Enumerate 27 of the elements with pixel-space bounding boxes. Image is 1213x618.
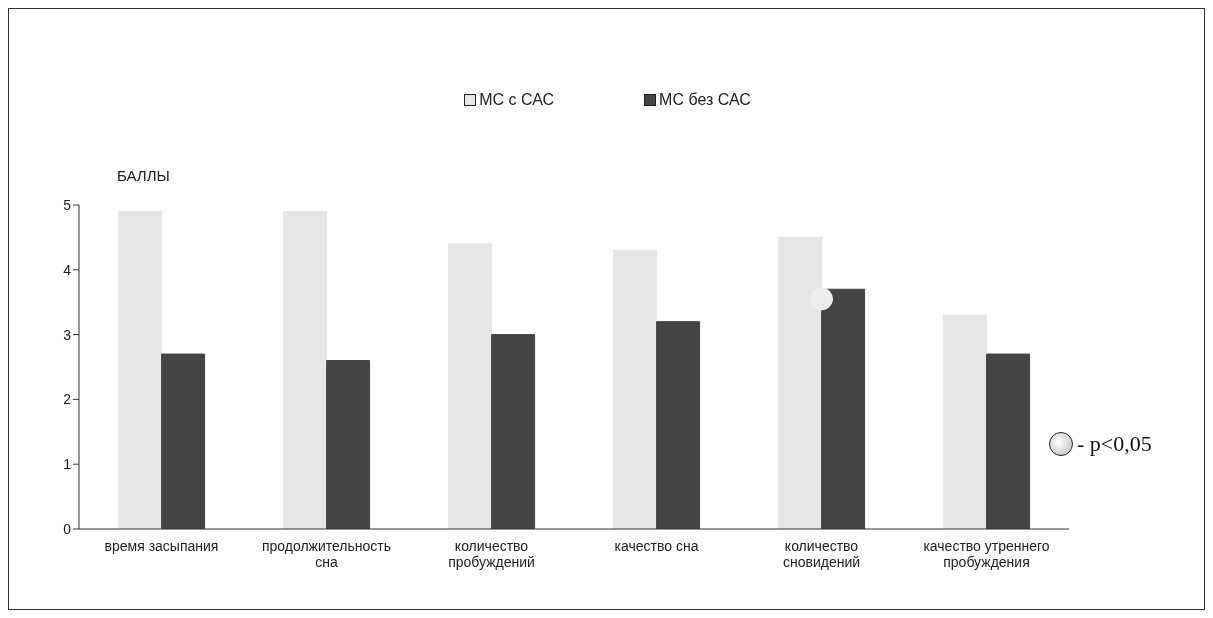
x-tick-label: количество сновидений xyxy=(782,538,861,570)
bar xyxy=(986,353,1031,529)
x-tick-label: количество пробуждений xyxy=(448,538,535,570)
y-tick-label: 2 xyxy=(63,391,72,408)
bar xyxy=(613,249,658,529)
x-tick-label: качество сна xyxy=(614,538,699,554)
y-tick-label: 4 xyxy=(63,261,72,278)
bar xyxy=(118,210,163,529)
y-axis-title: БАЛЛЫ xyxy=(117,167,170,184)
bar xyxy=(283,210,328,529)
bar xyxy=(491,334,536,529)
text: - p<0,05 xyxy=(1077,431,1152,457)
bar xyxy=(821,288,866,529)
legend-label: МС с САС xyxy=(478,91,555,109)
y-tick-label: 5 xyxy=(63,196,72,213)
x-tick-label: продолжительность сна xyxy=(261,538,392,570)
y-tick-label: 0 xyxy=(63,520,72,537)
bar xyxy=(943,314,988,529)
y-tick-label: 1 xyxy=(63,456,72,473)
bar xyxy=(448,243,493,529)
bar xyxy=(161,353,206,529)
x-tick-label: качество утреннего пробуждения xyxy=(923,538,1050,570)
x-tick-label: время засыпания xyxy=(104,538,219,554)
legend-label: МС без САС xyxy=(658,91,751,109)
y-tick-label: 3 xyxy=(63,326,72,343)
bar xyxy=(326,360,371,529)
bar xyxy=(656,321,701,529)
